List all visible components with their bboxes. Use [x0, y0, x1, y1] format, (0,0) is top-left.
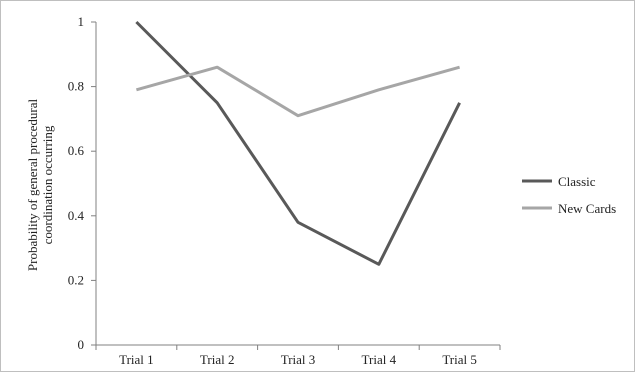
x-tick-label: Trial 4	[362, 352, 397, 367]
y-tick-label: 0	[78, 337, 85, 352]
x-tick-label: Trial 2	[200, 352, 235, 367]
y-tick-label: 0.8	[68, 79, 84, 94]
y-tick-label: 0.6	[68, 143, 85, 158]
series-line-new-cards	[135, 65, 461, 118]
axes	[95, 22, 500, 346]
y-axis-label: Probability of general procedural coordi…	[25, 99, 55, 272]
y-axis-label-line-2: coordination occurring	[40, 125, 55, 244]
y-axis-label-line-1: Probability of general procedural	[25, 99, 40, 272]
legend-label: Classic	[558, 174, 596, 189]
x-tick-label: Trial 3	[281, 352, 316, 367]
y-tick-label: 0.4	[68, 208, 85, 223]
series-layer	[135, 20, 461, 266]
x-tick-label: Trial 1	[119, 352, 154, 367]
legend-label: New Cards	[558, 201, 616, 216]
y-tick-label: 1	[78, 14, 85, 29]
y-tick-label: 0.2	[68, 272, 84, 287]
x-tick-label: Trial 5	[442, 352, 477, 367]
legend: Classic New Cards	[522, 174, 616, 216]
y-axis-ticks: 0 0.2 0.4 0.6 0.8 1	[68, 14, 96, 352]
x-axis-ticks: Trial 1 Trial 2 Trial 3 Trial 4 Trial 5	[95, 345, 501, 367]
